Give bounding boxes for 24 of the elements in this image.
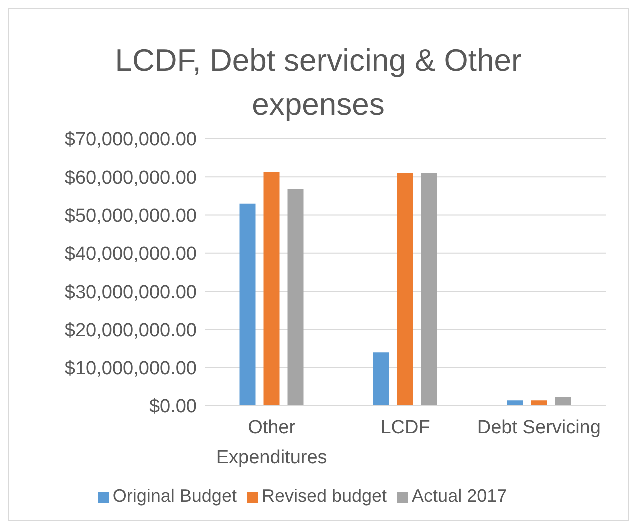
y-tick-label: $20,000,000.00 <box>64 320 197 342</box>
bar <box>264 172 280 406</box>
y-tick-label: $30,000,000.00 <box>64 282 197 304</box>
bar <box>507 400 524 406</box>
y-tick-label: $40,000,000.00 <box>64 244 197 266</box>
x-tick-label: Debt Servicing <box>477 417 601 438</box>
y-tick-label: $0.00 <box>149 396 197 418</box>
x-tick-label: Other Expenditures <box>216 417 328 468</box>
bar <box>240 204 256 406</box>
bar <box>421 172 438 406</box>
bar <box>397 172 414 406</box>
chart-title: LCDF, Debt servicing & Other expenses <box>114 42 523 124</box>
legend-label: Actual 2017 <box>412 486 508 506</box>
legend-label: Revised budget <box>262 486 388 506</box>
y-tick-label: $10,000,000.00 <box>64 358 197 380</box>
bar <box>555 397 572 406</box>
y-tick-label: $60,000,000.00 <box>64 168 197 189</box>
y-tick-label: $70,000,000.00 <box>64 130 197 151</box>
bar <box>531 400 548 406</box>
bar <box>373 352 390 406</box>
bar <box>288 188 304 406</box>
x-tick-label: LCDF <box>380 417 430 438</box>
legend-label: Original Budget <box>112 486 237 506</box>
y-tick-label: $50,000,000.00 <box>64 206 197 228</box>
